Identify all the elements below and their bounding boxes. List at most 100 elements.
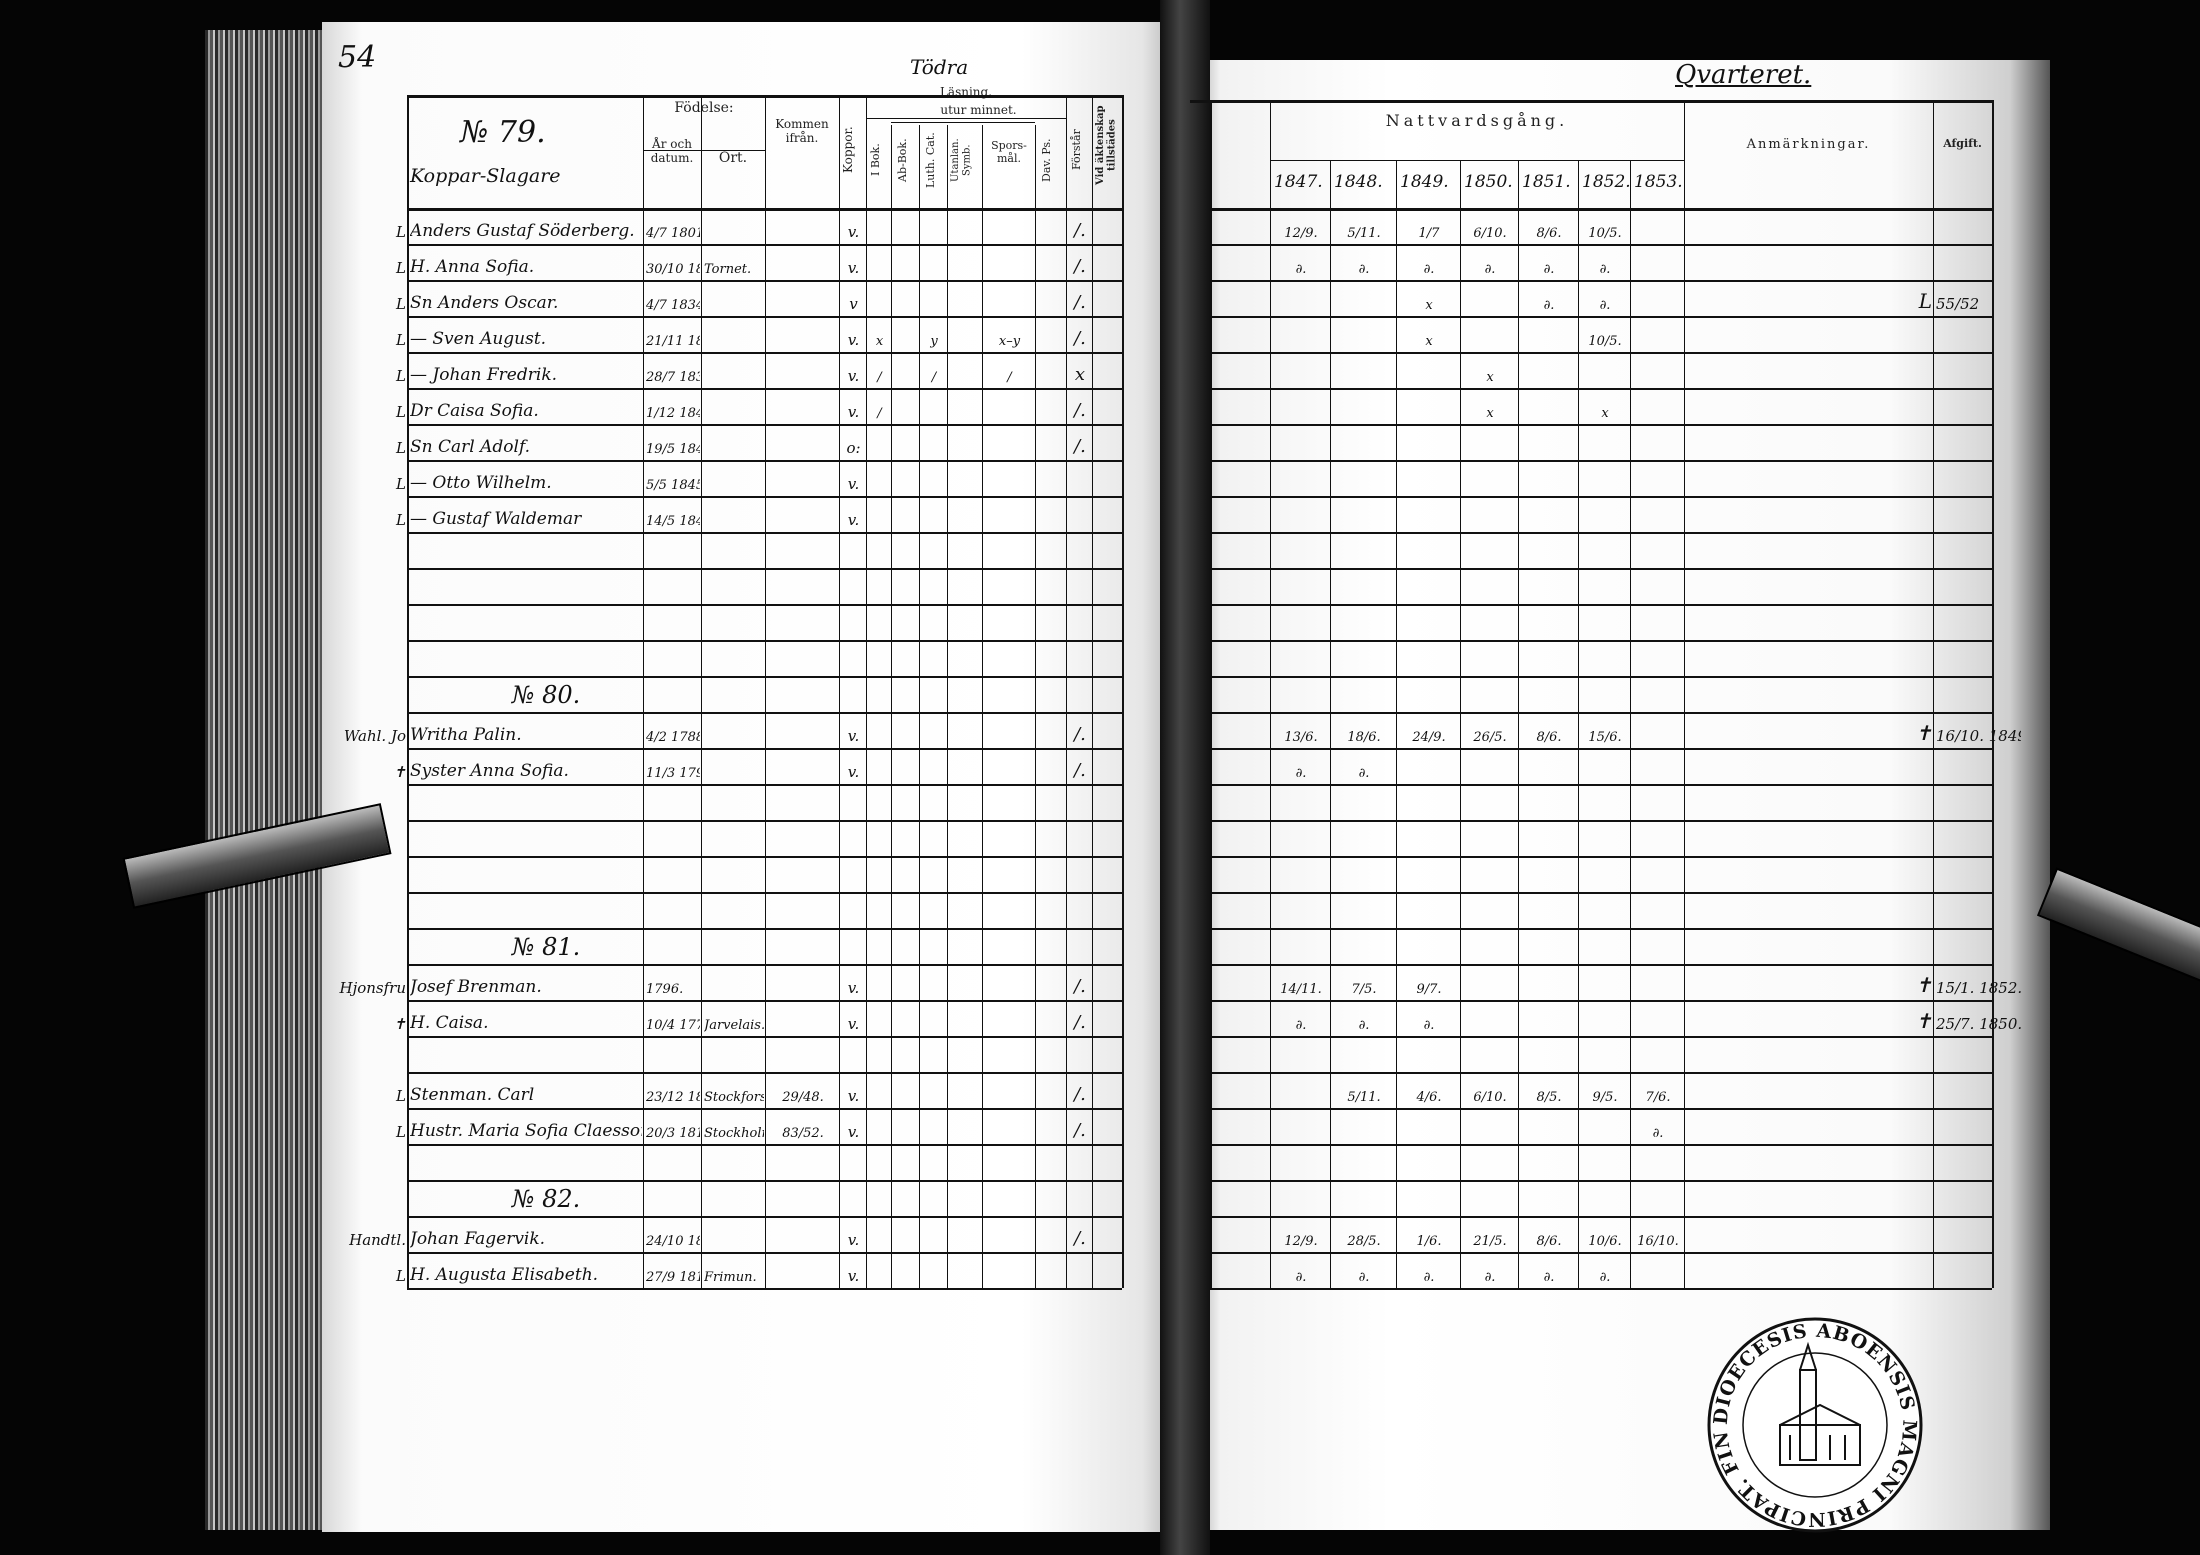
row-rule <box>1210 208 1992 211</box>
fee: 55/52 <box>1936 295 1980 313</box>
understands-mark: /. <box>1074 724 1086 745</box>
left-page <box>322 22 1194 1532</box>
row-rule <box>1210 820 1992 822</box>
smallpox-mark: v. <box>847 1087 860 1105</box>
year-header: 1851. <box>1522 172 1571 192</box>
fee-header: Afgift. <box>1943 137 1982 150</box>
column-rule <box>919 125 920 1288</box>
row-rule <box>407 424 1122 426</box>
column-rule <box>1396 160 1397 1288</box>
row-rule <box>1210 784 1992 786</box>
column-rule <box>1578 160 1579 1288</box>
table-top-rule <box>407 95 1122 98</box>
communion-date: 13/6. <box>1284 730 1318 745</box>
communion-date: 10/5. <box>1588 334 1622 349</box>
luth-cat-header: Luth. Cat. <box>924 132 937 188</box>
communion-header: Nattvardsgång. <box>1385 111 1569 130</box>
communion-date: 7/5. <box>1351 982 1377 997</box>
person-name: Stenman. Carl <box>410 1085 535 1105</box>
row-rule <box>407 460 1122 462</box>
header-rule <box>891 122 1035 123</box>
header-rule <box>643 150 765 151</box>
birth-date: 28/7 1837. <box>646 370 700 385</box>
smallpox-mark: v. <box>847 259 860 277</box>
smallpox-mark: v. <box>847 331 860 349</box>
row-rule <box>407 640 1122 642</box>
communion-date: ∂. <box>1543 1270 1555 1285</box>
communion-date: 8/6. <box>1536 730 1562 745</box>
smallpox-mark: v. <box>847 223 860 241</box>
understands-mark: /. <box>1074 328 1086 349</box>
birth-date: 11/3 1797. <box>646 766 700 781</box>
birth-date: 5/5 1845. <box>646 478 700 493</box>
reading-mark: / <box>931 370 937 385</box>
row-rule <box>407 496 1122 498</box>
row-rule <box>407 1144 1122 1146</box>
row-rule <box>407 1108 1122 1110</box>
column-rule <box>1035 125 1036 1288</box>
column-rule <box>982 125 983 1288</box>
row-rule <box>407 208 1122 211</box>
birth-date-header: År och datum. <box>650 137 694 165</box>
person-name: Hustr. Maria Sofia Claesson. <box>410 1121 642 1141</box>
person-name: H. Augusta Elisabeth. <box>410 1265 599 1285</box>
column-rule <box>1210 100 1212 1288</box>
understands-mark: /. <box>1074 292 1086 313</box>
person-name: H. Anna Sofia. <box>410 257 535 277</box>
communion-date: x <box>1425 298 1433 313</box>
row-rule <box>1210 604 1992 606</box>
communion-date: ∂. <box>1423 262 1435 277</box>
communion-date: 1/6. <box>1416 1234 1442 1249</box>
person-name: Writha Palin. <box>410 725 522 745</box>
birth-date: 19/5 1843. <box>646 442 700 457</box>
fee: 25/7. 1850. <box>1936 1015 2021 1033</box>
margin-note: L <box>396 439 406 457</box>
understands-mark: /. <box>1074 1012 1086 1033</box>
year-header: 1852. <box>1582 172 1631 192</box>
communion-date: ∂. <box>1599 262 1611 277</box>
birth-date: 1796. <box>646 982 684 997</box>
birth-date: 4/7 1801. <box>646 226 700 241</box>
birth-date: 27/9 1812. <box>646 1270 700 1285</box>
communion-date: ∂. <box>1295 766 1307 781</box>
margin-note: L <box>396 403 406 421</box>
row-rule <box>407 784 1122 786</box>
understands-mark: /. <box>1074 1228 1086 1249</box>
year-header: 1853. <box>1634 172 1683 192</box>
row-rule <box>407 748 1122 750</box>
row-rule <box>1210 892 1992 894</box>
row-rule <box>407 712 1122 714</box>
smallpox-mark: v. <box>847 1123 860 1141</box>
communion-date: 10/6. <box>1588 1234 1622 1249</box>
communion-date: 10/5. <box>1588 226 1622 241</box>
birth-date: 23/12 1813. <box>646 1090 700 1105</box>
remark: ✝ <box>1915 721 1932 745</box>
table-top-rule <box>1190 100 1992 103</box>
reading-mark: / <box>877 370 882 385</box>
communion-date: 14/11. <box>1280 982 1322 997</box>
column-rule <box>643 95 644 1288</box>
communion-date: 5/11. <box>1347 226 1381 241</box>
birth-place: Frimun. <box>704 1270 757 1285</box>
came-from: 83/52. <box>782 1126 824 1141</box>
person-name: Johan Fagervik. <box>410 1229 546 1249</box>
smallpox-mark: v. <box>847 1015 860 1033</box>
smallpox-mark: v. <box>847 727 860 745</box>
communion-date: ∂. <box>1358 1270 1370 1285</box>
row-rule <box>407 352 1122 354</box>
communion-date: 7/6. <box>1645 1090 1671 1105</box>
communion-date: ∂. <box>1295 1018 1307 1033</box>
birth-date: 4/7 1834. <box>646 298 700 313</box>
top-note-right: Qvarteret. <box>1675 60 1812 90</box>
reading-mark: / <box>877 406 882 421</box>
smallpox-mark: v. <box>847 1231 860 1249</box>
column-rule <box>1066 95 1067 1288</box>
communion-date: ∂. <box>1599 298 1611 313</box>
row-rule <box>1210 1000 1992 1002</box>
row-rule <box>407 820 1122 822</box>
row-rule <box>1210 496 1992 498</box>
row-rule <box>407 1216 1122 1218</box>
column-rule <box>839 95 840 1288</box>
row-rule <box>1210 460 1992 462</box>
communion-date: 24/9. <box>1412 730 1446 745</box>
